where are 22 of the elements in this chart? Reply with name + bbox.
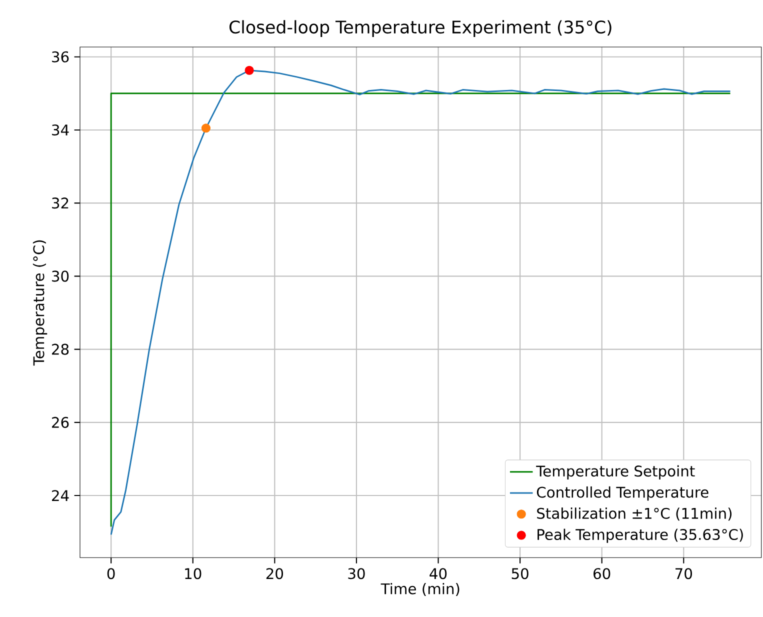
x-tick-label: 20 (266, 568, 284, 580)
legend-label: Peak Temperature (35.63°C) (538, 528, 743, 543)
x-tick-label: 10 (185, 568, 202, 580)
y-tick-label: 32 (52, 198, 68, 209)
legend-label: Temperature Setpoint (536, 465, 695, 480)
y-axis-title: Temperature (°C) (32, 240, 48, 366)
y-tick-label: 36 (52, 51, 69, 62)
y-tick-label: 30 (52, 270, 69, 282)
legend-label: Stabilization ±1°C (11min) (537, 508, 732, 521)
x-tick-label: 50 (512, 568, 528, 580)
x-tick-label: 40 (430, 568, 447, 580)
legend-label: Controlled Temperature (536, 486, 708, 501)
y-tick-label: 28 (52, 344, 69, 355)
y-tick-label: 24 (52, 490, 69, 501)
x-tick-label: 30 (348, 568, 365, 580)
y-tick-label: 26 (52, 416, 69, 428)
x-axis-title: Time (min) (380, 582, 460, 596)
y-tick-label: 34 (52, 124, 69, 136)
x-tick-label: 0 (107, 568, 115, 580)
x-tick-label: 70 (676, 568, 692, 580)
x-tick-label: 60 (594, 568, 610, 580)
chart-title: Closed-loop Temperature Experiment (35°C) (229, 20, 612, 37)
